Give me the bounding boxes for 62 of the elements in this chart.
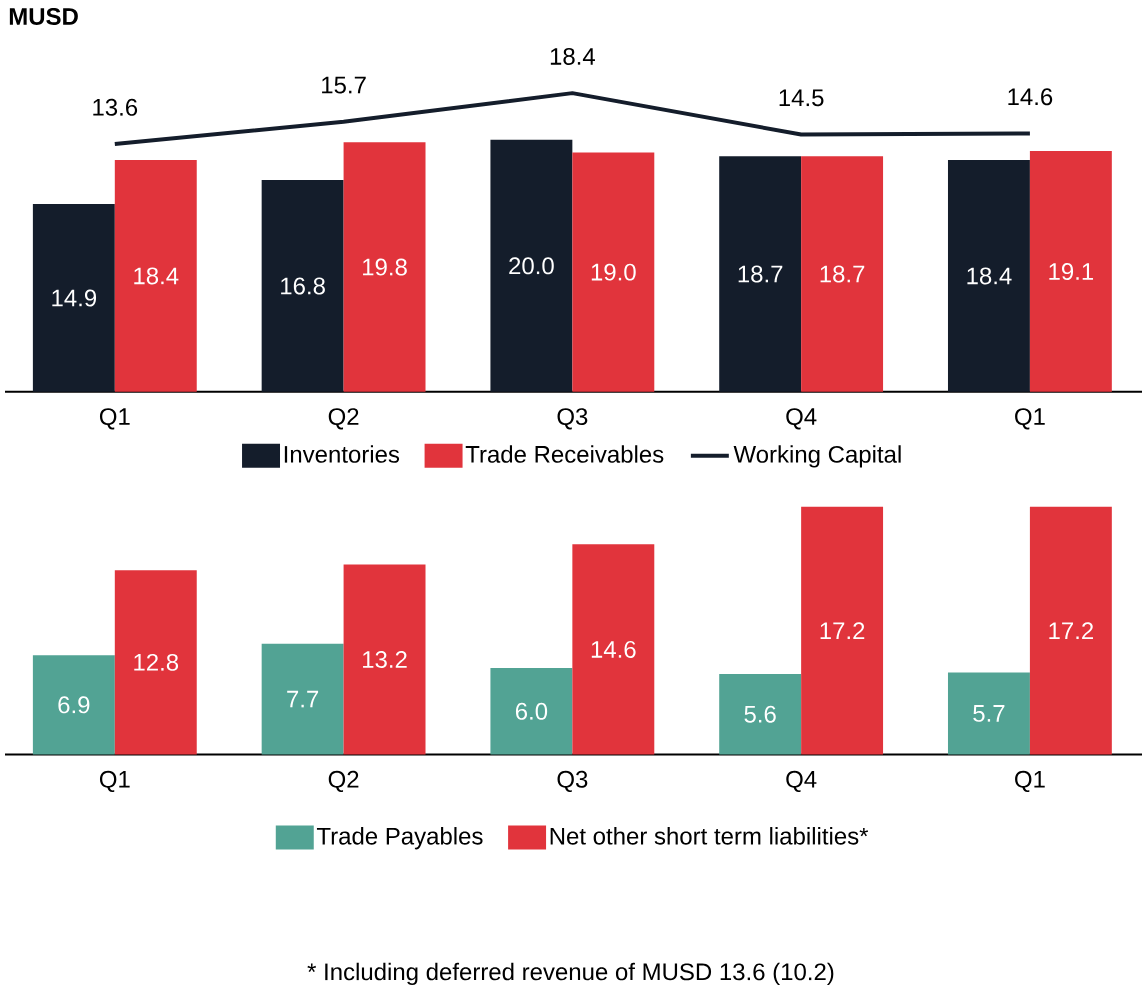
bar (490, 139, 573, 392)
x-tick-label: Q2 (328, 407, 359, 430)
bar (261, 179, 344, 392)
data-label: 6.9 (58, 696, 90, 714)
data-label: 17.2 (820, 622, 865, 639)
data-label: 13.6 (93, 98, 138, 116)
bar (490, 667, 573, 755)
bar (801, 506, 884, 755)
data-label: 18.7 (820, 265, 865, 283)
x-tick-label: Q1 (99, 407, 130, 430)
bar (947, 159, 1030, 392)
data-label: 6.0 (515, 702, 548, 720)
data-label: 18.7 (738, 265, 783, 283)
data-label: 14.9 (52, 289, 97, 307)
x-tick-label: Q4 (786, 770, 817, 792)
data-label: 16.8 (281, 277, 325, 295)
data-label: 20.0 (509, 257, 554, 275)
legend-label: Trade Receivables (465, 445, 664, 463)
text: * Including deferred revenue of MUSD 13.6 (10.2) (307, 962, 834, 985)
bar (32, 654, 115, 755)
data-label: 12.8 (134, 653, 179, 671)
x-tick-label: Q3 (557, 407, 588, 430)
x-tick-label: Q1 (99, 770, 130, 792)
legend-label: Net other short term liabilities* (550, 826, 869, 845)
data-label: 19.8 (363, 258, 407, 276)
data-label: 7.7 (287, 690, 319, 708)
bar (947, 672, 1030, 755)
bar (114, 569, 197, 755)
bar (1029, 506, 1112, 755)
bar (572, 152, 655, 392)
bar (719, 673, 802, 755)
legend-label: Working Capital (733, 445, 901, 468)
data-label: 14.5 (779, 89, 824, 107)
x-tick-label: Q1 (1015, 407, 1045, 430)
data-label: 19.0 (591, 263, 636, 281)
x-tick-label: Q3 (557, 770, 588, 792)
bar (343, 142, 426, 392)
bar (32, 203, 115, 392)
legend-label: Trade Payables (316, 826, 483, 850)
bar (343, 564, 426, 755)
x-tick-label: Q4 (786, 407, 817, 430)
data-label: 18.4 (550, 47, 595, 65)
x-tick-label: Q2 (328, 770, 359, 792)
data-label: 5.6 (744, 705, 776, 723)
legend-label: Inventories (284, 445, 400, 463)
data-label: 19.1 (1049, 262, 1094, 280)
bar (719, 155, 802, 392)
data-label: 14.6 (591, 640, 636, 658)
x-tick-label: Q1 (1015, 770, 1045, 792)
bar (572, 544, 655, 755)
data-label: 15.7 (322, 76, 366, 94)
bar (114, 159, 197, 392)
data-label: 18.4 (967, 267, 1012, 285)
bar (801, 155, 884, 392)
data-label: 17.2 (1049, 622, 1093, 639)
data-label: 14.6 (1008, 88, 1053, 106)
bar (261, 643, 344, 755)
data-label: 18.4 (134, 267, 179, 285)
chart-title: MUSD (9, 7, 78, 25)
data-label: 5.7 (973, 704, 1005, 722)
data-label: 13.2 (363, 650, 407, 668)
bar (1029, 150, 1112, 392)
